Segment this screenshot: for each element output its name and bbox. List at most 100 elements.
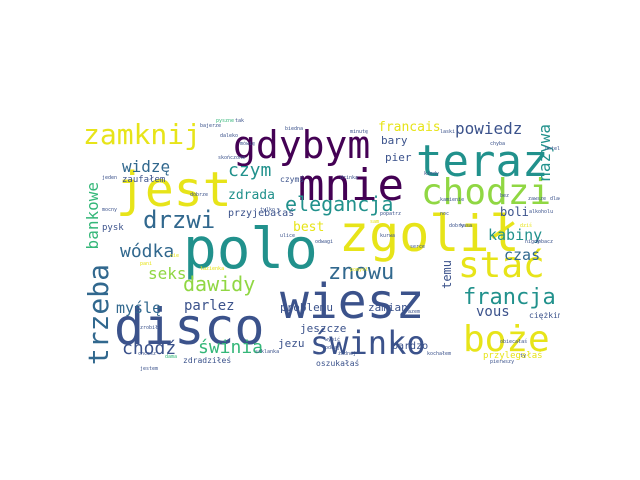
word: alkoholu — [529, 209, 554, 215]
word: obiecałaś — [500, 339, 528, 345]
word: mówię — [240, 141, 256, 147]
word: znowu — [328, 260, 395, 285]
word: przyjebałaś — [228, 208, 295, 219]
word: dziś — [520, 223, 533, 229]
word: widzę — [122, 157, 171, 176]
word: mocny — [102, 207, 118, 213]
word: tylko — [260, 207, 276, 213]
word: zobacz — [535, 239, 554, 245]
word: zaufałem — [122, 175, 166, 185]
word: bardzo — [392, 341, 429, 352]
word: pomysł — [350, 267, 369, 273]
word: powiedz — [455, 119, 523, 138]
word: świnko — [310, 324, 426, 362]
word: ty — [520, 353, 527, 359]
word: nigdy — [525, 239, 541, 245]
word: wypić — [325, 337, 341, 343]
word: kasa — [460, 223, 473, 229]
word: tak — [235, 118, 245, 124]
word: dobrze — [190, 192, 209, 198]
word: francja — [463, 285, 556, 310]
word: ciężkim — [529, 311, 560, 320]
word: razem — [405, 309, 421, 315]
word: przylegałaś — [483, 351, 543, 361]
word: bary — [381, 134, 408, 147]
word: nie — [170, 253, 180, 259]
word: francais — [378, 120, 441, 135]
word: kiedy — [424, 171, 440, 177]
word: stać — [458, 245, 545, 286]
word: wódka — [120, 241, 175, 262]
word: temu — [440, 260, 454, 289]
word: polo — [183, 217, 318, 282]
word: best — [293, 220, 325, 235]
word-cloud: polo zgolił wiesz disco jest teraz mnie … — [80, 112, 560, 372]
word: noc — [440, 211, 450, 217]
word: oddaj — [325, 345, 341, 351]
word: zrobił — [140, 325, 159, 331]
word: chodzi — [421, 172, 552, 213]
word: seks — [148, 264, 187, 283]
word: świnia — [198, 337, 264, 358]
word: dlaczego — [550, 196, 560, 202]
word: kabiny — [488, 226, 543, 244]
word: parlez — [184, 298, 235, 314]
word: jest — [116, 162, 232, 218]
word: nazywa — [535, 124, 554, 182]
word: myślę — [116, 299, 162, 317]
word: oszukałaś — [316, 359, 360, 368]
word: zawsze — [528, 196, 547, 202]
word: zdradziłeś — [183, 356, 232, 365]
word: gdybym — [233, 123, 371, 167]
word: czymś — [280, 175, 305, 184]
word: bankowe — [83, 182, 102, 250]
word: zamknij — [83, 118, 202, 151]
word: dawidy — [183, 272, 256, 296]
word: biedna — [285, 126, 304, 132]
word: boże — [463, 319, 550, 360]
word: pani — [140, 261, 153, 267]
word: jestem — [140, 366, 159, 372]
word: boli — [500, 205, 529, 219]
word: bajerze — [200, 123, 222, 129]
word: dobry — [449, 223, 465, 229]
word: pier — [385, 151, 412, 164]
word: odwagi — [315, 239, 334, 245]
word: skończone — [218, 155, 246, 161]
word: pyszne — [216, 118, 235, 124]
word: łazienka — [200, 266, 225, 272]
word: jeszcze — [300, 322, 347, 335]
word: zdrada — [228, 188, 275, 203]
word: sam — [370, 219, 380, 225]
word: chcesz — [138, 351, 157, 357]
word: vous — [476, 304, 510, 320]
word: teraz — [416, 136, 549, 187]
word: pierwszy — [490, 359, 515, 365]
word: drzwi — [143, 206, 216, 234]
word: jeden — [102, 175, 118, 181]
word: chyba — [490, 141, 506, 147]
word: laski — [440, 129, 456, 135]
word: hotel — [545, 146, 560, 152]
word: daleko — [220, 133, 239, 139]
word: elegancja — [285, 192, 394, 216]
word: wiesz — [280, 274, 425, 330]
word: żadnej — [338, 351, 357, 357]
word: trzeba — [82, 264, 115, 366]
word: mnie — [298, 160, 404, 211]
word: kurwa — [380, 233, 396, 239]
word: czym — [228, 160, 272, 181]
word: kamienie — [440, 197, 465, 203]
word: zgolił — [339, 205, 520, 263]
word: szklanka — [255, 349, 280, 355]
word: zamian — [368, 301, 408, 314]
word: drinka — [340, 175, 359, 181]
word: popatrz — [380, 211, 402, 217]
word: chodź — [122, 338, 177, 359]
word: czas — [504, 246, 541, 264]
word: serce — [410, 244, 426, 250]
word: disco — [114, 298, 265, 356]
word: ulice — [280, 233, 296, 239]
word: kochałem — [427, 351, 452, 357]
word: pysk — [102, 223, 124, 233]
